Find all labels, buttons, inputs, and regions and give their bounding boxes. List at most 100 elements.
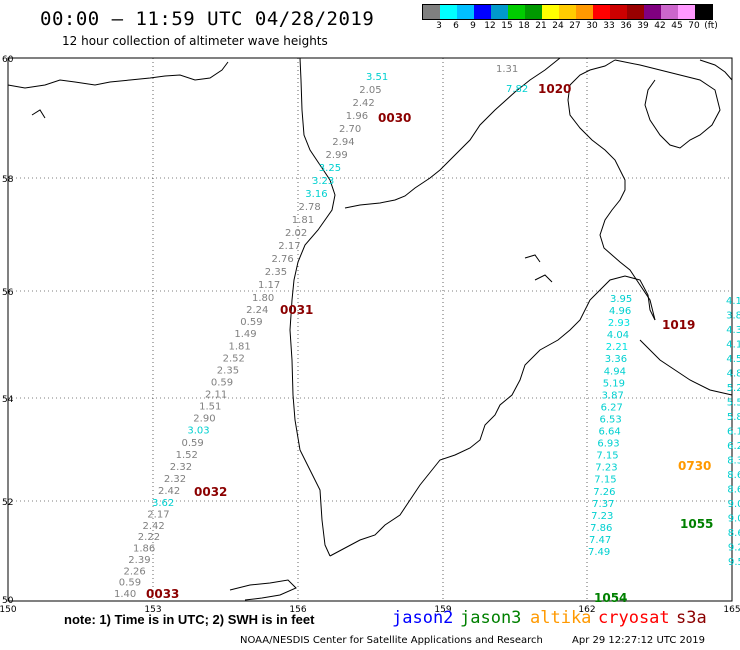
colorbar-label: 15 bbox=[501, 21, 513, 31]
swh-value: 6.53 bbox=[600, 415, 622, 426]
swh-value: 7.23 bbox=[595, 463, 617, 474]
swh-value: 2.90 bbox=[193, 414, 215, 425]
swh-value: 0.59 bbox=[182, 438, 204, 449]
swh-value: 2.32 bbox=[164, 474, 186, 485]
swh-value: 8.65 bbox=[727, 485, 740, 496]
pass-time-label: 0031 bbox=[280, 303, 313, 317]
swh-value: 3.51 bbox=[366, 72, 388, 83]
swh-value: 2.52 bbox=[223, 353, 245, 364]
swh-value: 2.11 bbox=[205, 390, 227, 401]
colorbar-label: 30 bbox=[586, 21, 598, 31]
legend-altika: altika bbox=[530, 608, 592, 628]
swh-value: 0.59 bbox=[211, 377, 233, 388]
swh-value: 7.15 bbox=[594, 475, 616, 486]
swh-value: 2.42 bbox=[143, 521, 165, 532]
swh-value: 9.09 bbox=[728, 499, 740, 510]
swh-value: 2.32 bbox=[170, 462, 192, 473]
colorbar-swatch bbox=[661, 5, 678, 19]
pass-time-label: 1055 bbox=[680, 517, 713, 531]
lon-label: 159 bbox=[434, 605, 451, 615]
pass-time-label: 0032 bbox=[194, 485, 227, 499]
footer-date: Apr 29 12:27:12 UTC 2019 bbox=[572, 635, 705, 646]
swh-value: 6.93 bbox=[597, 439, 619, 450]
swh-value: 3.36 bbox=[605, 354, 627, 365]
lat-label: 58 bbox=[2, 175, 14, 185]
swh-value: 7.26 bbox=[593, 487, 615, 498]
lon-label: 150 bbox=[0, 605, 17, 615]
swh-value: 1.86 bbox=[133, 544, 155, 555]
colorbar-label: 18 bbox=[518, 21, 530, 31]
swh-value: 7.37 bbox=[592, 499, 614, 510]
swh-value: 8.65 bbox=[728, 528, 740, 539]
swh-value: 7.49 bbox=[588, 547, 610, 558]
lon-label: 165 bbox=[723, 605, 740, 615]
colorbar-swatch bbox=[678, 5, 695, 19]
swh-value: 1.80 bbox=[252, 293, 274, 304]
colorbar-swatch bbox=[576, 5, 593, 19]
swh-value: 3.95 bbox=[610, 294, 632, 305]
legend-cryosat: cryosat bbox=[598, 608, 670, 628]
lon-label: 156 bbox=[289, 605, 306, 615]
swh-value: 5.19 bbox=[603, 378, 625, 389]
legend-jason2: jason2 bbox=[392, 608, 454, 628]
latitude-labels: 60 58 56 54 52 50 bbox=[2, 55, 14, 606]
pass-time-label: 0033 bbox=[146, 587, 179, 601]
colorbar-swatch bbox=[559, 5, 576, 19]
pass-time-label: 0730 bbox=[678, 459, 711, 473]
swh-value: 4.04 bbox=[607, 330, 629, 341]
coastline bbox=[7, 57, 733, 601]
colorbar-label: 12 bbox=[484, 21, 496, 31]
lat-label: 50 bbox=[2, 596, 14, 606]
pass-time-label: 0030 bbox=[378, 111, 411, 125]
pass-time-label: 1019 bbox=[662, 318, 695, 332]
colorbar-label: 39 bbox=[637, 21, 649, 31]
swh-value: 2.39 bbox=[128, 555, 150, 566]
swh-value: 0.59 bbox=[240, 317, 262, 328]
swh-value: 1.49 bbox=[234, 329, 256, 340]
swh-value: 3.03 bbox=[187, 426, 209, 437]
lat-label: 52 bbox=[2, 498, 13, 508]
swh-value: 2.76 bbox=[272, 254, 294, 265]
swh-value: 5.27 bbox=[727, 383, 740, 394]
swh-value: 2.35 bbox=[265, 267, 287, 278]
swh-value: 2.24 bbox=[246, 305, 268, 316]
colorbar-label: 42 bbox=[654, 21, 666, 31]
swh-value: 2.42 bbox=[353, 98, 375, 109]
track-values: 3.51 2.05 2.42 1.96 2.70 2.94 2.99 3.25 3.23 3.16… bbox=[114, 64, 740, 600]
colorbar-label: 9 bbox=[470, 21, 476, 31]
swh-value: 3.62 bbox=[152, 498, 174, 509]
swh-value: 5.57 bbox=[727, 398, 740, 409]
longitude-labels: 150 153 156 159 162 165 bbox=[0, 605, 740, 615]
lat-label: 56 bbox=[2, 288, 14, 298]
swh-value: 6.27 bbox=[601, 402, 623, 413]
swh-value: 6.10 bbox=[727, 427, 740, 438]
pass-time-label: 1054 bbox=[594, 591, 627, 605]
swh-value: 1.81 bbox=[292, 215, 314, 226]
swh-value: 4.96 bbox=[609, 306, 631, 317]
colorbar-swatch bbox=[644, 5, 661, 19]
swh-value: 2.02 bbox=[285, 228, 307, 239]
swh-value: 2.26 bbox=[124, 566, 146, 577]
colorbar bbox=[422, 4, 713, 20]
swh-value: 9.01 bbox=[728, 514, 740, 525]
swh-value: 2.42 bbox=[158, 486, 180, 497]
colorbar-swatch bbox=[423, 5, 440, 19]
swh-value: 2.21 bbox=[606, 342, 628, 353]
map-subtitle: 12 hour collection of altimeter wave hei… bbox=[62, 34, 328, 48]
legend-s3a: s3a bbox=[676, 608, 707, 628]
colorbar-label: 6 bbox=[453, 21, 459, 31]
colorbar-label: 3 bbox=[436, 21, 442, 31]
swh-value: 8.30 bbox=[727, 456, 740, 467]
swh-value: 4.1 bbox=[726, 296, 740, 307]
colorbar-label: (ft) bbox=[704, 21, 718, 31]
swh-value: 0.59 bbox=[119, 578, 141, 589]
swh-value: 1.51 bbox=[199, 402, 221, 413]
swh-value: 2.17 bbox=[278, 241, 300, 252]
lat-label: 54 bbox=[2, 395, 14, 405]
swh-value: 2.94 bbox=[332, 137, 354, 148]
graticule bbox=[8, 58, 732, 601]
swh-value: 3.82 bbox=[726, 311, 740, 322]
swh-value: 4.19 bbox=[726, 340, 740, 351]
swh-value: 2.05 bbox=[359, 85, 381, 96]
swh-value: 2.93 bbox=[608, 318, 630, 329]
